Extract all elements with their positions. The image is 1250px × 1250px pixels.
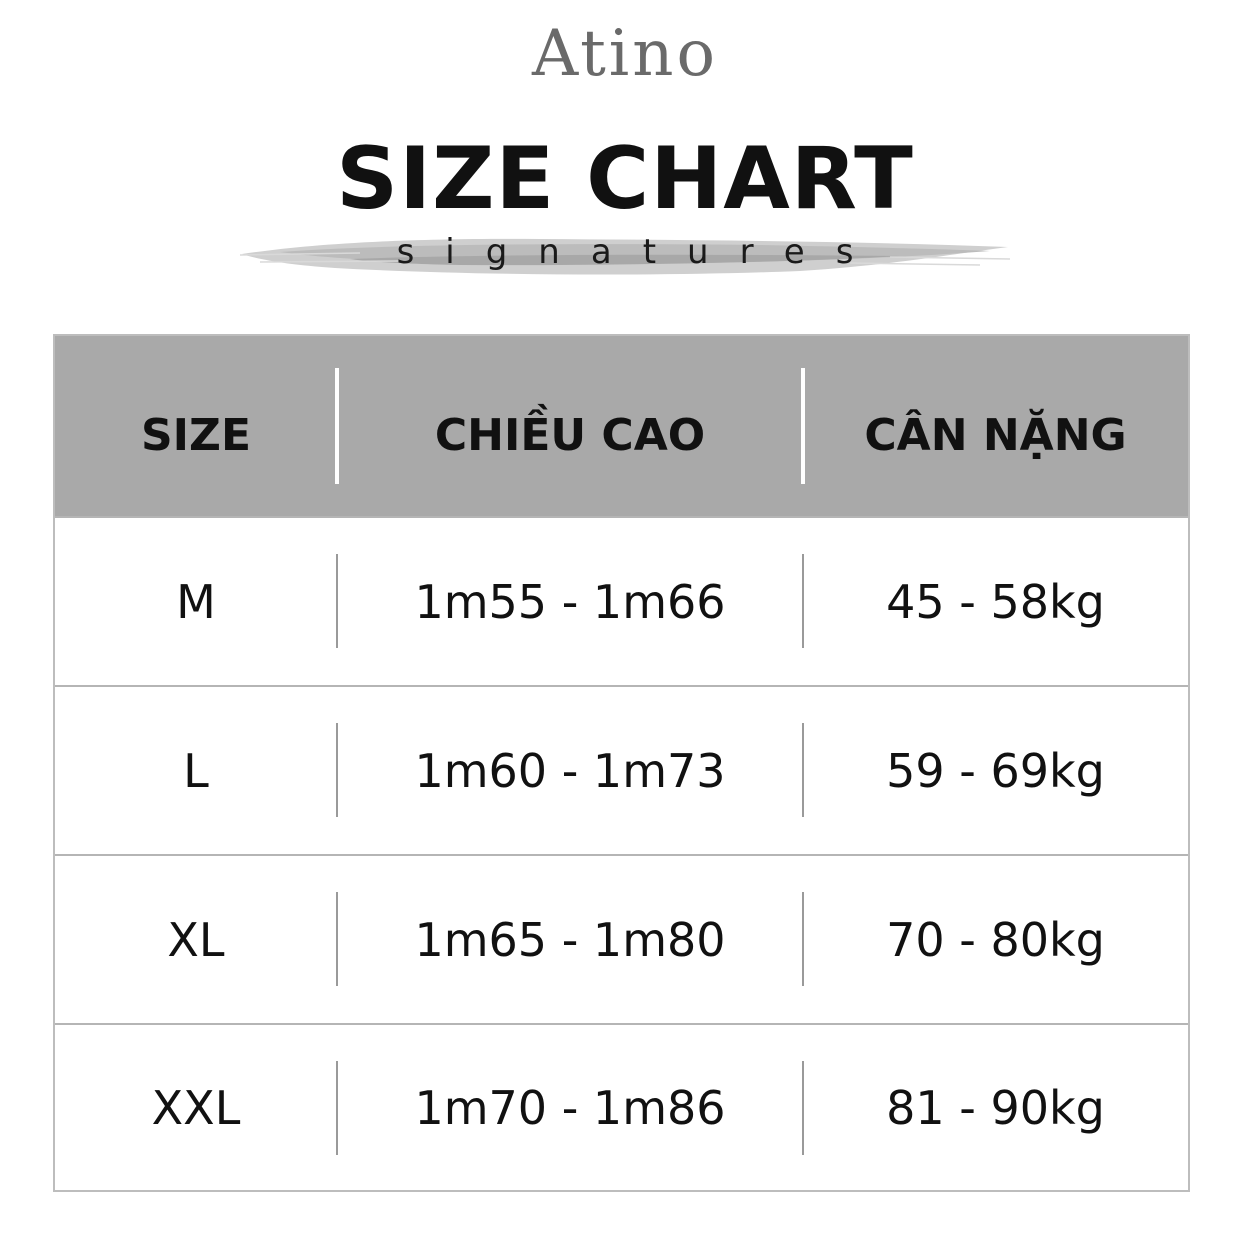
size-table: SIZE CHIỀU CAO CÂN NẶNG M 1m55 - 1m66 45… [53,334,1190,1192]
cell-weight: 59 - 69kg [886,743,1105,798]
row-divider [802,723,804,817]
brand-logo: Atino [531,17,719,91]
cell-height: 1m70 - 1m86 [414,1080,726,1135]
row-divider [336,1061,338,1155]
cell-size: L [183,743,209,798]
brush-stroke-decoration [240,238,1010,275]
cell-size: M [176,574,216,629]
row-divider [802,892,804,986]
row-divider [802,554,804,648]
cell-height: 1m55 - 1m66 [414,574,726,629]
cell-weight: 81 - 90kg [886,1080,1105,1135]
row-divider [336,892,338,986]
row-divider [802,1061,804,1155]
table-row: M 1m55 - 1m66 45 - 58kg [55,516,1188,685]
table-header: SIZE CHIỀU CAO CÂN NẶNG [55,336,1188,516]
cell-size: XXL [151,1080,241,1135]
row-divider [336,554,338,648]
column-header-weight: CÂN NẶNG [864,410,1127,461]
cell-weight: 45 - 58kg [886,574,1105,629]
cell-weight: 70 - 80kg [886,912,1105,967]
cell-height: 1m65 - 1m80 [414,912,726,967]
column-header-height: CHIỀU CAO [434,410,706,461]
page-subtitle: signatures [396,232,885,272]
header-divider [335,368,339,484]
cell-size: XL [167,912,225,967]
cell-height: 1m60 - 1m73 [414,743,726,798]
table-row: XL 1m65 - 1m80 70 - 80kg [55,854,1188,1023]
page-title: SIZE CHART [336,129,914,229]
column-header-size: SIZE [140,410,252,461]
table-row: L 1m60 - 1m73 59 - 69kg [55,685,1188,854]
row-divider [336,723,338,817]
header-divider [801,368,805,484]
table-row: XXL 1m70 - 1m86 81 - 90kg [55,1023,1188,1190]
